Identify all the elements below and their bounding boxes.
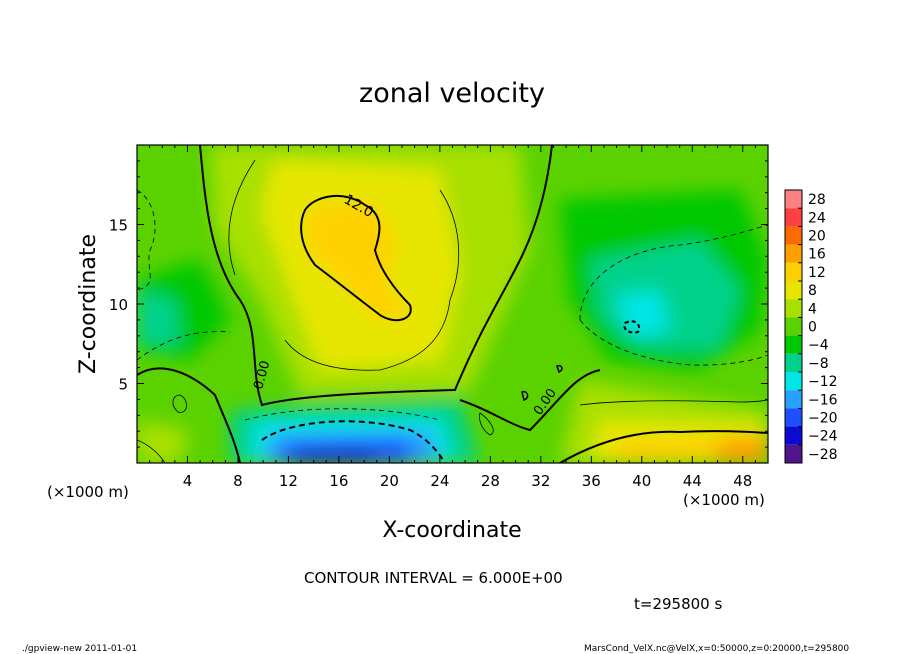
contour-label-zero-left: 0.00 [251,359,273,391]
colorbar-swatch [785,408,802,427]
colorbar-swatch [785,244,802,263]
colorbar-label: 20 [808,229,826,245]
x-tick-label: 12 [279,472,298,490]
colorbar-label: 0 [808,320,817,336]
colorbar-swatch [785,335,802,354]
y-tick-label: 5 [118,376,128,394]
time-label: t=295800 s [634,595,722,613]
x-tick-label: 36 [582,472,601,490]
x-axis-ticks: 4 8 12 16 20 24 28 32 36 40 44 48 [136,145,769,490]
colorbar-frame [784,189,803,464]
y-tick-label: 10 [109,296,128,314]
colorbar-swatch [785,208,802,227]
colorbar-label: 4 [808,301,817,317]
footer-right: MarsCond_VelX.nc@VelX,x=0:50000,z=0:2000… [584,644,849,654]
colorbar-label: −28 [808,447,838,463]
x-tick-label: 40 [632,472,651,490]
colorbar-swatch [785,426,802,445]
colorbar-label: 24 [808,210,826,226]
footer-left: ./gpview-new 2011-01-01 [22,644,137,654]
colorbar-swatch [785,190,802,209]
x-tick-label: 24 [430,472,449,490]
colorbar-swatch [785,299,802,318]
y-axis-ticks: 5 10 15 [109,144,768,464]
colorbar-label: 16 [808,247,826,263]
colorbar-label: −4 [808,338,829,354]
colorbar-swatch [785,281,802,300]
colorbar-label: 8 [808,283,817,299]
x-tick-label: 8 [233,472,243,490]
colorbar-label: −8 [808,356,829,372]
colorbar-swatch [785,262,802,281]
colorbar-swatch [785,444,802,463]
colorbar-swatch [785,317,802,336]
x-tick-label: 20 [380,472,399,490]
colorbar-label: 28 [808,192,826,208]
x-tick-label: 28 [481,472,500,490]
colorbar-label: −24 [808,429,838,445]
colorbar-swatch [785,226,802,245]
contour-interval: CONTOUR INTERVAL = 6.000E+00 [304,569,563,587]
x-tick-label: 4 [183,472,193,490]
y-tick-label: 15 [109,217,128,235]
colorbar-label: −16 [808,392,838,408]
chart-title: zonal velocity [359,78,545,109]
colorbar-label: −12 [808,374,838,390]
x-tick-label: 32 [531,472,550,490]
colorbar-swatch [785,353,802,372]
colorbar: 28 24 20 16 12 8 4 0 −4 −8 −12 −16 −20 −24 −28 [784,189,838,464]
colorbar-swatch [785,390,802,409]
y-axis-unit: (×1000 m) [683,491,765,509]
colorbar-label: −20 [808,411,838,427]
x-tick-label: 48 [733,472,752,490]
x-axis-label: X-coordinate [382,518,521,543]
colorbar-swatch [785,372,802,391]
x-axis-unit: (×1000 m) [47,483,129,501]
velocity-field: 12.0 0.00 0.00 [137,145,768,463]
y-axis-label: Z-coordinate [76,234,101,374]
x-tick-label: 44 [683,472,702,490]
x-tick-label: 16 [329,472,348,490]
colorbar-label: 12 [808,265,826,281]
